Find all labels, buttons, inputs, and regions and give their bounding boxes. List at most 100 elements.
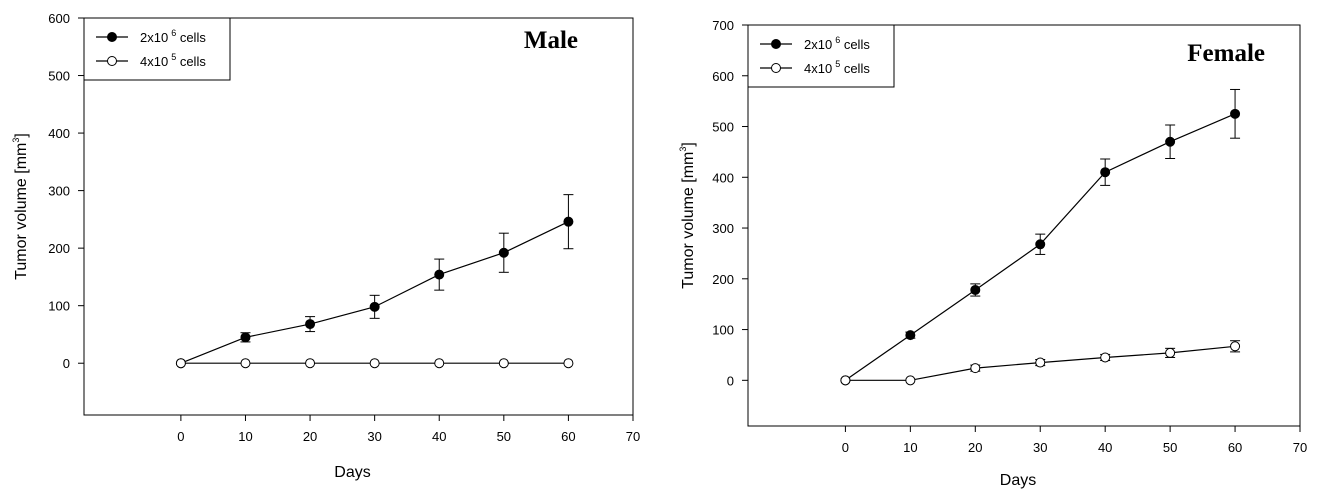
male-x-tick-label: 10 [238,429,252,444]
male-data-point [305,319,316,330]
female-data-point [1100,352,1111,363]
female-legend-label-sup: 6 [835,35,840,45]
male-legend-label-end: cells [176,54,206,69]
male-legend-label: 2x10 6 cells [140,28,206,45]
female-legend-marker [771,39,781,49]
male-data-point [563,216,574,227]
male-y-tick-label: 300 [48,184,70,199]
female-x-tick-label: 10 [903,440,917,455]
female-y-tick-label: 600 [712,69,734,84]
male-data-point [434,269,445,280]
female-x-tick-label: 50 [1163,440,1177,455]
male-y-tick-label: 400 [48,126,70,141]
male-legend-label-sup: 6 [171,28,176,38]
female-chart-panel: 0 100 200 300 400 500 600 700 0 10 20 30 40 50 60 70 Day… [678,18,1307,489]
male-legend-marker [107,56,117,66]
male-data-point [240,332,251,343]
female-data-point [905,330,916,341]
female-data-point [1035,239,1046,250]
male-series-line [180,221,569,364]
female-data-point [840,375,851,386]
female-y-axis-label-end: ] [680,142,697,146]
male-data-point [240,358,251,369]
female-y-tick-label: 700 [712,18,734,33]
male-chart-panel: 0 100 200 300 400 500 600 0 10 20 30 40 50 60 70 Days Tu… [11,11,640,481]
male-legend-marker [107,32,117,42]
male-x-tick-label: 20 [303,429,317,444]
male-x-tick-label: 50 [497,429,511,444]
female-legend-label-base: 4x10 [804,61,832,76]
male-x-tick-label: 70 [626,429,640,444]
female-y-tick-label: 0 [727,373,734,388]
female-x-tick-label: 30 [1033,440,1047,455]
female-x-tick-label: 0 [842,440,849,455]
female-legend-marker [771,63,781,73]
female-legend-label-end: cells [840,37,870,52]
male-x-tick-label: 0 [177,429,184,444]
male-y-tick-label: 200 [48,241,70,256]
female-x-tick-label: 70 [1293,440,1307,455]
male-legend-label: 4x10 5 cells [140,52,206,69]
female-data-point [1230,341,1241,352]
female-y-axis-label-sup: 3 [678,147,688,152]
female-data-point [1165,136,1176,147]
male-x-axis-label: Days [334,464,370,481]
male-legend-label-end: cells [176,30,206,45]
female-data-point [1165,347,1176,358]
female-legend-label-end: cells [840,61,870,76]
male-chart-title: Male [524,27,578,54]
male-data-point [175,358,186,369]
female-data-point [970,363,981,374]
female-y-tick-label: 100 [712,323,734,338]
male-data-point [434,358,445,369]
female-legend-label-base: 2x10 [804,37,832,52]
female-data-point [1230,108,1241,119]
male-plot-frame [83,17,634,416]
male-y-tick-label: 600 [48,11,70,26]
male-y-tick-label: 100 [48,299,70,314]
male-series-high-dose [175,194,574,369]
female-y-tick-label: 500 [712,120,734,135]
female-plot-frame [747,24,1301,427]
male-y-axis-label-end: ] [13,133,30,137]
male-x-tick-label: 30 [367,429,381,444]
female-x-tick-label: 60 [1228,440,1242,455]
male-data-point [369,301,380,312]
female-y-tick-label: 400 [712,170,734,185]
male-legend-box [83,17,231,81]
male-data-point [369,358,380,369]
female-x-tick-label: 20 [968,440,982,455]
male-data-point [498,247,509,258]
female-data-point [905,375,916,386]
female-chart-title: Female [1187,40,1265,67]
female-data-point [970,284,981,295]
male-data-point [305,358,316,369]
female-legend-box [747,24,895,88]
male-series-low-dose [175,358,574,369]
female-legend-label: 2x10 6 cells [804,35,870,52]
female-data-point [1100,167,1111,178]
female-legend-label: 4x10 5 cells [804,59,870,76]
male-data-point [563,358,574,369]
female-y-axis-label: Tumor volume [mm3] [678,142,697,289]
female-y-axis-label-text: Tumor volume [mm [680,152,697,289]
male-legend-label-base: 2x10 [140,30,168,45]
female-y-tick-label: 300 [712,221,734,236]
female-data-point [1035,357,1046,368]
female-legend-label-sup: 5 [835,59,840,69]
male-x-tick-label: 40 [432,429,446,444]
male-y-axis-label-text: Tumor volume [mm [13,143,30,280]
male-legend-label-sup: 5 [171,52,176,62]
female-x-axis-label: Days [1000,472,1036,489]
male-y-tick-label: 0 [63,356,70,371]
female-x-tick-label: 40 [1098,440,1112,455]
male-y-axis-label: Tumor volume [mm3] [11,133,30,280]
male-y-tick-label: 500 [48,69,70,84]
male-legend-label-base: 4x10 [140,54,168,69]
female-series-low-dose [840,340,1241,386]
male-y-axis-label-sup: 3 [11,138,21,143]
male-data-point [498,358,509,369]
male-x-tick-label: 60 [561,429,575,444]
